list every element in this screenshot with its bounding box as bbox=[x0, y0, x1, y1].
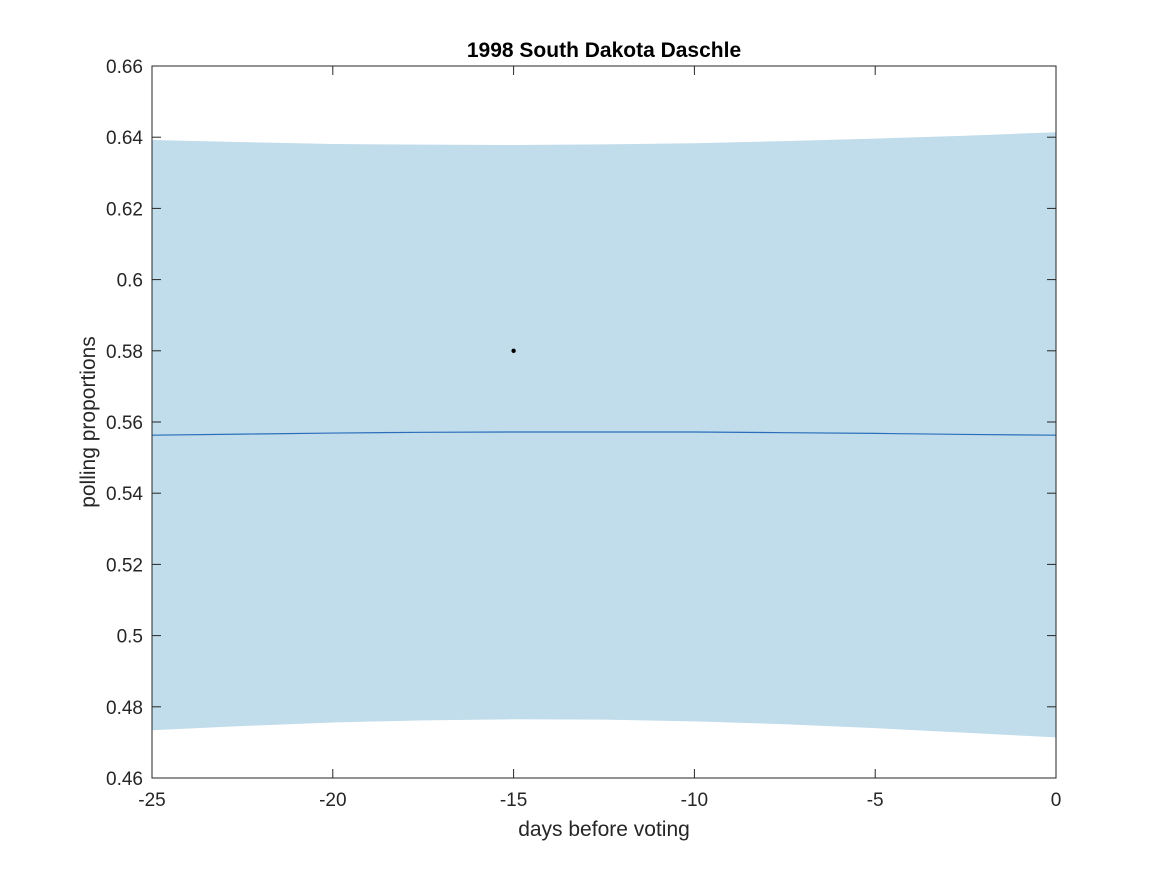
x-tick-label: -20 bbox=[319, 790, 346, 811]
x-tick-label: -5 bbox=[867, 790, 884, 811]
x-axis-title: days before voting bbox=[518, 818, 690, 841]
y-tick-label: 0.58 bbox=[106, 342, 143, 363]
x-tick-label: -25 bbox=[138, 790, 165, 811]
confidence-band bbox=[152, 132, 1056, 738]
x-tick-label: -10 bbox=[681, 790, 708, 811]
y-tick-label: 0.66 bbox=[106, 57, 143, 78]
confidence-band-layer bbox=[152, 132, 1056, 738]
y-tick-label: 0.5 bbox=[117, 627, 143, 648]
chart-title: 1998 South Dakota Daschle bbox=[467, 39, 741, 62]
x-tick-labels: -25 -20 -15 -10 -5 0 bbox=[138, 790, 1061, 811]
y-tick-label: 0.6 bbox=[117, 271, 143, 292]
y-tick-label: 0.62 bbox=[106, 199, 143, 220]
data-point-layer bbox=[511, 348, 516, 353]
tick-layer bbox=[151, 65, 1057, 779]
series-line-layer bbox=[151, 431, 1057, 436]
y-tick-label: 0.56 bbox=[106, 413, 143, 434]
x-tick-label: -15 bbox=[500, 790, 527, 811]
y-tick-labels: 0.46 0.48 0.5 0.52 0.54 0.56 0.58 0.6 0.62 0.64 0.… bbox=[106, 57, 143, 790]
series-line-0 bbox=[151, 431, 1057, 436]
y-axis-title: polling proportions bbox=[77, 336, 100, 508]
x-tick-label: 0 bbox=[1051, 790, 1062, 811]
y-tick-label: 0.52 bbox=[106, 555, 143, 576]
y-tick-label: 0.54 bbox=[106, 484, 143, 505]
data-point-0 bbox=[511, 348, 516, 353]
y-tick-label: 0.64 bbox=[106, 128, 143, 149]
y-tick-label: 0.48 bbox=[106, 698, 143, 719]
y-tick-label: 0.46 bbox=[106, 769, 143, 790]
